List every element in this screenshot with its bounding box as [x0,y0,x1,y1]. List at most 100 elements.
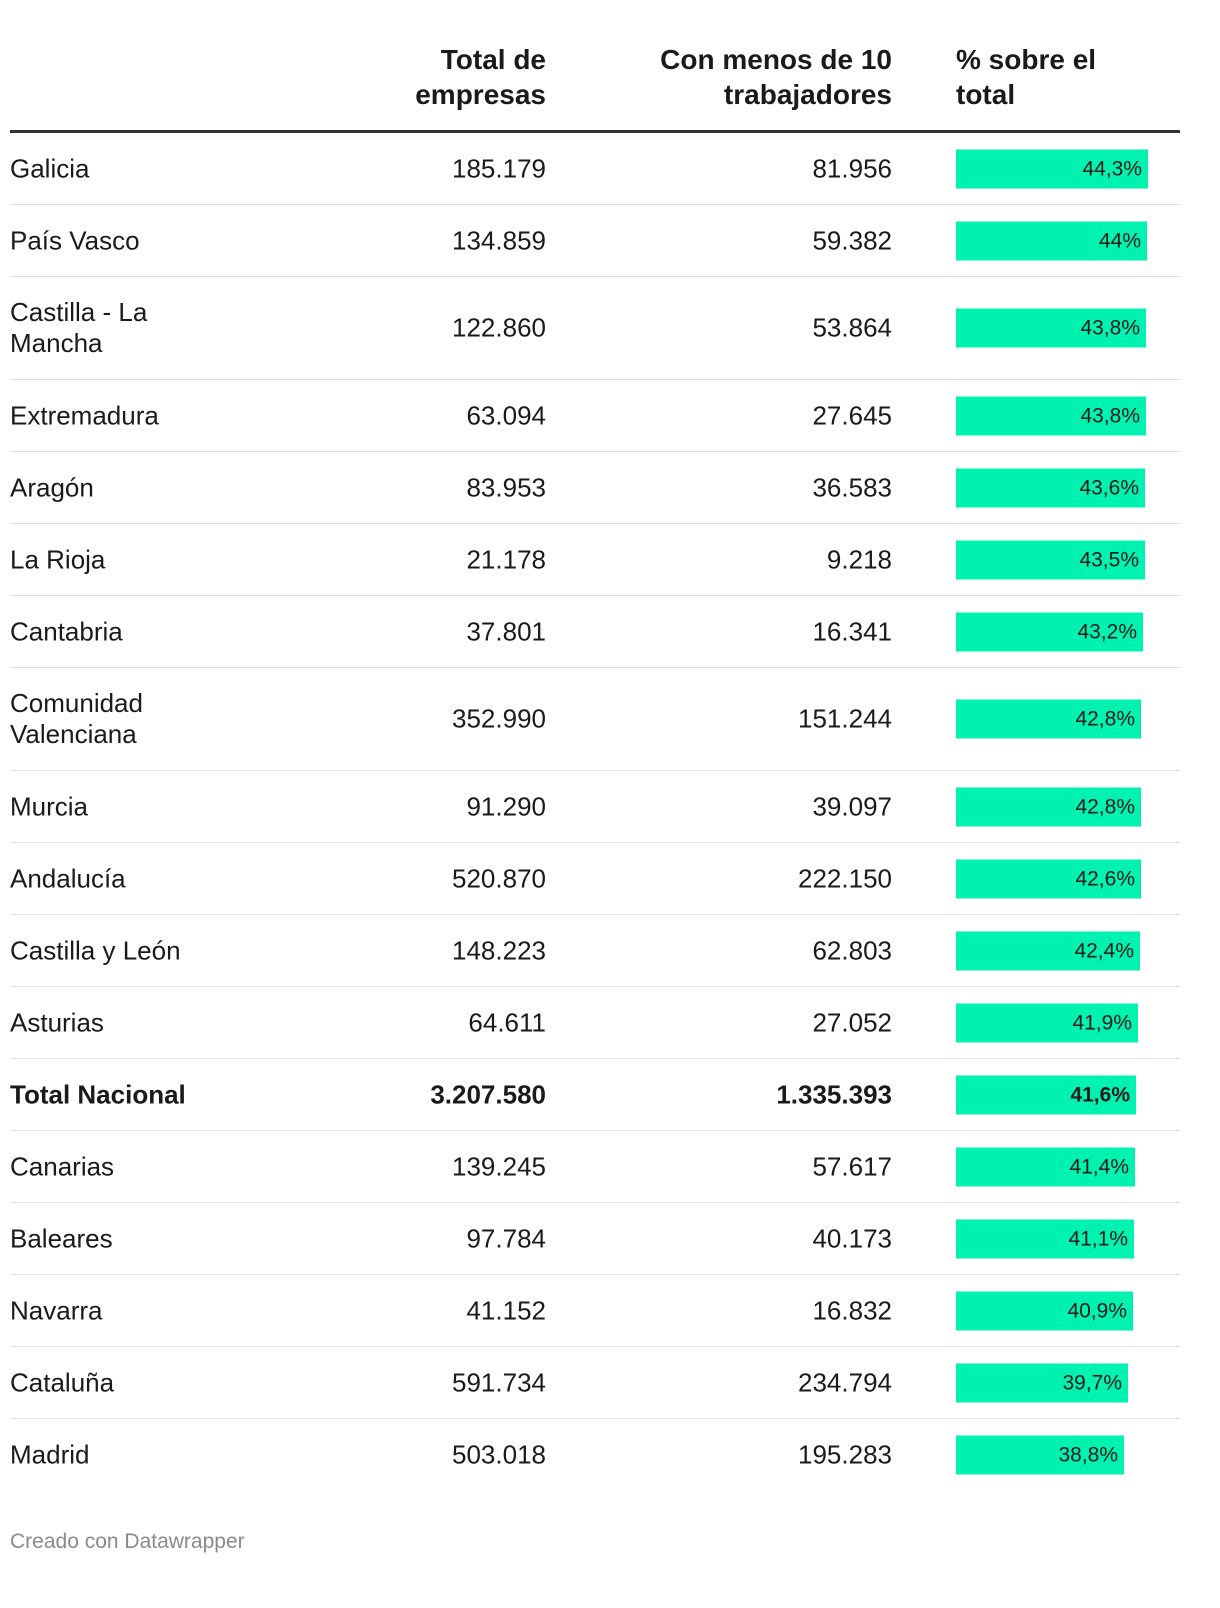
pct-bar: 38,8% [956,1435,1124,1474]
table-row: Comunidad Valenciana 352.990 151.244 42,8% [10,668,1180,771]
cell-region: Murcia [10,791,270,822]
table-row: Castilla y León 148.223 62.803 42,4% [10,915,1180,987]
cell-total-empresas: 591.734 [452,1367,546,1397]
table-row: Murcia 91.290 39.097 42,8% [10,771,1180,843]
cell-region: La Rioja [10,544,270,575]
table-header: Total de empresas Con menos de 10 trabaj… [10,0,1180,133]
table-row: Cantabria 37.801 16.341 43,2% [10,596,1180,668]
cell-region: Asturias [10,1007,270,1038]
header-pct-total[interactable]: % sobre el total [956,42,1156,112]
cell-total-empresas: 134.859 [452,225,546,255]
cell-region-line: Cantabria [10,616,123,646]
cell-region-line: Murcia [10,791,89,821]
cell-region: Cantabria [10,616,270,647]
cell-region-line: Baleares [10,1223,113,1253]
cell-pct: 43,5% [956,540,1180,579]
cell-menos-10: 62.803 [812,935,892,965]
table-row: Canarias 139.245 57.617 41,4% [10,1131,1180,1203]
cell-pct: 43,8% [956,308,1180,348]
table-row: Asturias 64.611 27.052 41,9% [10,987,1180,1059]
header-menos-line1: Con menos de 10 [660,44,892,75]
pct-bar: 44,3% [956,149,1148,188]
cell-pct: 44% [956,221,1180,260]
cell-pct: 43,6% [956,468,1180,507]
pct-bar: 40,9% [956,1291,1133,1330]
cell-region-line: Aragón [10,472,94,502]
cell-total-empresas: 122.860 [452,312,546,343]
cell-region-line: Castilla - La [10,297,148,327]
table-row: Extremadura 63.094 27.645 43,8% [10,380,1180,452]
pct-bar-label: 38,8% [1058,1443,1118,1466]
table-row: Andalucía 520.870 222.150 42,6% [10,843,1180,915]
cell-total-empresas: 91.290 [466,791,546,821]
cell-region: Navarra [10,1295,270,1326]
cell-region-line: Extremadura [10,400,159,430]
header-pct-line2: total [956,79,1016,110]
cell-region: Madrid [10,1439,270,1470]
pct-bar-label: 44,3% [1082,157,1142,180]
pct-bar-label: 43,5% [1079,548,1139,571]
cell-menos-10: 1.335.393 [776,1079,892,1109]
cell-total-empresas: 64.611 [468,1007,546,1037]
cell-region: País Vasco [10,225,270,256]
table-row: Galicia 185.179 81.956 44,3% [10,133,1180,205]
cell-pct: 41,6% [956,1075,1180,1114]
pct-bar-label: 40,9% [1067,1299,1127,1322]
table-row: Total Nacional 3.207.580 1.335.393 41,6% [10,1059,1180,1131]
cell-region: Canarias [10,1151,270,1182]
pct-bar-label: 41,9% [1072,1011,1132,1034]
pct-bar-label: 41,6% [1070,1083,1130,1106]
cell-menos-10: 27.645 [812,400,892,430]
cell-total-empresas: 97.784 [466,1223,546,1253]
pct-bar: 43,2% [956,612,1143,651]
cell-menos-10: 59.382 [812,225,892,255]
cell-region-line: Total Nacional [10,1079,186,1109]
cell-region-line: Navarra [10,1295,103,1325]
cell-menos-10: 53.864 [812,312,892,343]
cell-total-empresas: 520.870 [452,863,546,893]
data-table: Total de empresas Con menos de 10 trabaj… [10,0,1180,1490]
cell-region-line: Canarias [10,1151,115,1181]
cell-menos-10: 222.150 [798,863,892,893]
table-row: Navarra 41.152 16.832 40,9% [10,1275,1180,1347]
cell-region-line: Andalucía [10,863,126,893]
cell-pct: 41,9% [956,1003,1180,1042]
cell-pct: 41,1% [956,1219,1180,1258]
cell-region-line: Cataluña [10,1367,115,1397]
cell-region-line: Castilla y León [10,935,181,965]
pct-bar-label: 42,8% [1075,707,1135,731]
cell-menos-10: 27.052 [812,1007,892,1037]
cell-region: Cataluña [10,1367,270,1398]
header-menos-10[interactable]: Con menos de 10 trabajadores [632,42,892,112]
cell-total-empresas: 352.990 [452,703,546,734]
footer-credit[interactable]: Creado con Datawrapper [10,1530,245,1553]
pct-bar: 44% [956,221,1147,260]
cell-pct: 41,4% [956,1147,1180,1186]
pct-bar: 42,8% [956,699,1141,739]
header-menos-line2: trabajadores [723,79,892,110]
cell-region-line: Galicia [10,153,90,183]
cell-menos-10: 234.794 [798,1367,892,1397]
header-total-empresas[interactable]: Total de empresas [326,42,546,112]
cell-pct: 43,8% [956,396,1180,435]
cell-region-line: Comunidad [10,688,143,718]
table-row: Castilla - La Mancha 122.860 53.864 43,8% [10,277,1180,380]
cell-pct: 39,7% [956,1363,1180,1402]
header-total-line2: empresas [415,79,546,110]
cell-region: Comunidad Valenciana [10,688,270,750]
cell-total-empresas: 83.953 [466,472,546,502]
table-body: Galicia 185.179 81.956 44,3% País Vasco 134.8… [10,133,1180,1490]
cell-region-line: Mancha [10,328,103,358]
cell-total-empresas: 148.223 [452,935,546,965]
cell-menos-10: 151.244 [798,703,892,734]
cell-menos-10: 57.617 [812,1151,892,1181]
cell-menos-10: 9.218 [826,544,892,574]
cell-region: Castilla - La Mancha [10,297,270,359]
cell-pct: 40,9% [956,1291,1180,1330]
cell-total-empresas: 21.178 [466,544,546,574]
pct-bar: 42,8% [956,787,1141,826]
cell-region: Extremadura [10,400,270,431]
pct-bar: 41,4% [956,1147,1135,1186]
cell-total-empresas: 185.179 [452,153,546,183]
pct-bar: 43,8% [956,396,1146,435]
